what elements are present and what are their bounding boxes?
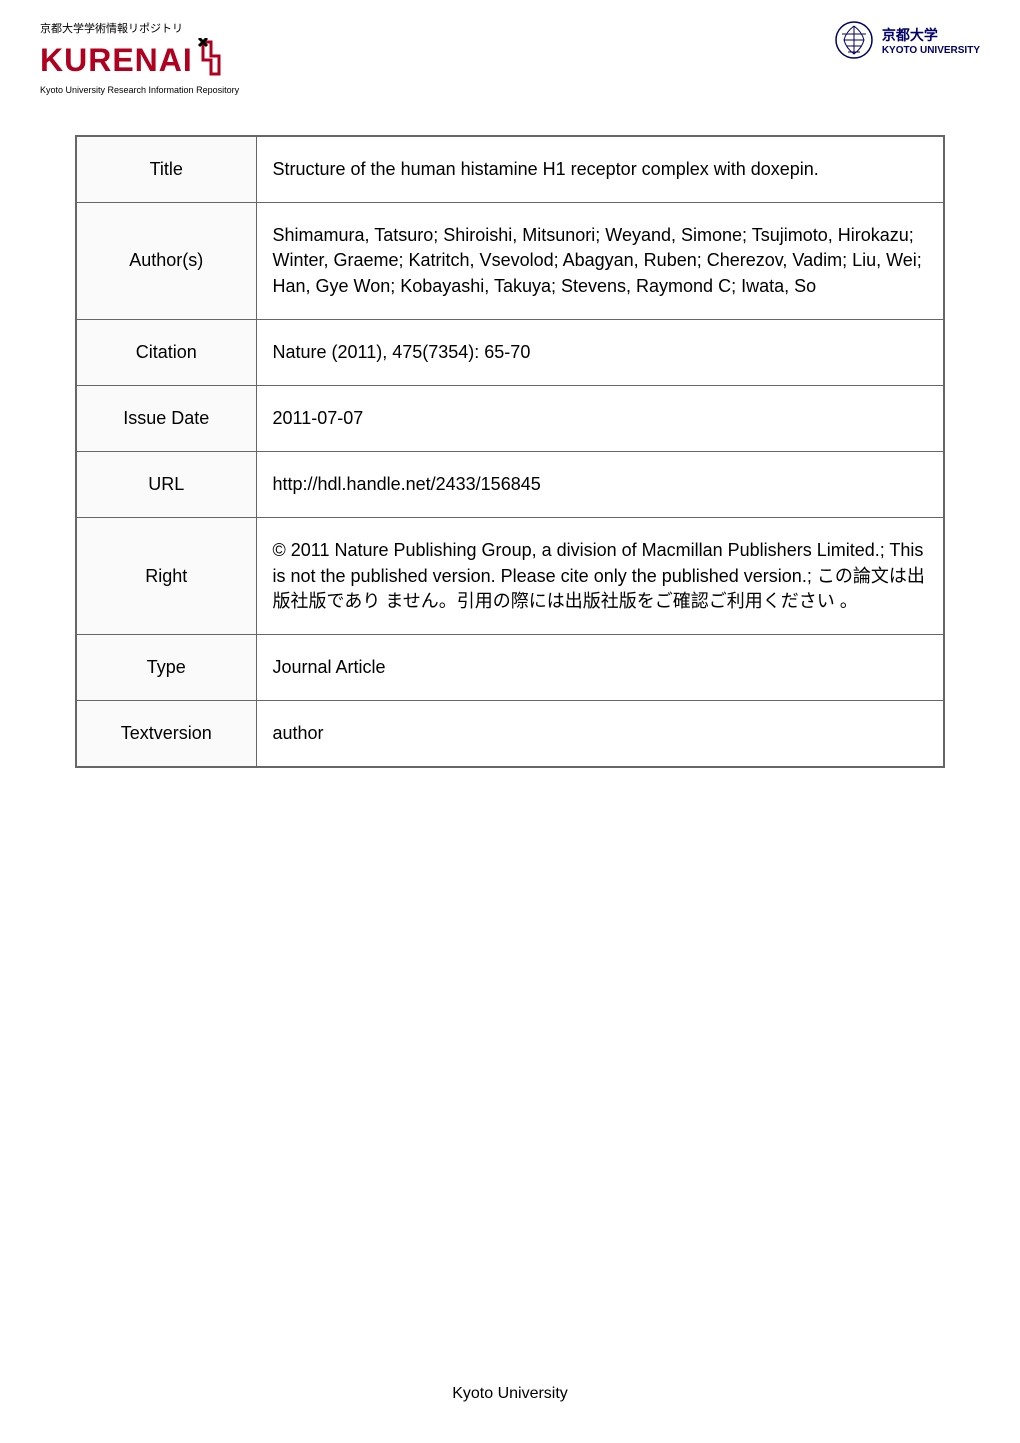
kurenai-wordmark: KURENAI <box>40 42 193 79</box>
value-type: Journal Article <box>256 634 944 700</box>
kurenai-main-row: KURENAI <box>40 38 239 83</box>
value-issue-date: 2011-07-07 <box>256 385 944 451</box>
metadata-table-body: Title Structure of the human histamine H… <box>76 136 944 767</box>
kyoto-univ-jp-text: 京都大学 <box>882 25 980 45</box>
table-row: Type Journal Article <box>76 634 944 700</box>
label-issue-date: Issue Date <box>76 385 256 451</box>
kurenai-sub-text: Kyoto University Research Information Re… <box>40 85 239 95</box>
page-footer: Kyoto University <box>0 1385 1020 1403</box>
label-authors: Author(s) <box>76 203 256 320</box>
value-textversion: author <box>256 701 944 768</box>
value-title: Structure of the human histamine H1 rece… <box>256 136 944 203</box>
label-url: URL <box>76 452 256 518</box>
label-textversion: Textversion <box>76 701 256 768</box>
value-url: http://hdl.handle.net/2433/156845 <box>256 452 944 518</box>
label-right: Right <box>76 518 256 635</box>
table-row: Textversion author <box>76 701 944 768</box>
value-authors: Shimamura, Tatsuro; Shiroishi, Mitsunori… <box>256 203 944 320</box>
kurenai-jp-text: 京都大学学術情報リポジトリ <box>40 20 239 36</box>
table-row: Issue Date 2011-07-07 <box>76 385 944 451</box>
kurenai-icon <box>197 38 225 83</box>
label-title: Title <box>76 136 256 203</box>
label-citation: Citation <box>76 319 256 385</box>
kyoto-univ-text-block: 京都大学 KYOTO UNIVERSITY <box>882 25 980 56</box>
table-row: URL http://hdl.handle.net/2433/156845 <box>76 452 944 518</box>
value-citation: Nature (2011), 475(7354): 65-70 <box>256 319 944 385</box>
kyoto-univ-logo-block: 京都大学 KYOTO UNIVERSITY <box>834 20 980 60</box>
metadata-table: Title Structure of the human histamine H… <box>75 135 945 768</box>
kyoto-univ-emblem-icon <box>834 20 874 60</box>
label-type: Type <box>76 634 256 700</box>
table-row: Title Structure of the human histamine H… <box>76 136 944 203</box>
table-row: Author(s) Shimamura, Tatsuro; Shiroishi,… <box>76 203 944 320</box>
table-row: Citation Nature (2011), 475(7354): 65-70 <box>76 319 944 385</box>
value-right: © 2011 Nature Publishing Group, a divisi… <box>256 518 944 635</box>
kurenai-logo-block: 京都大学学術情報リポジトリ KURENAI Kyoto University R… <box>40 20 239 95</box>
kyoto-univ-en-text: KYOTO UNIVERSITY <box>882 45 980 56</box>
page-header: 京都大学学術情報リポジトリ KURENAI Kyoto University R… <box>0 0 1020 105</box>
table-row: Right © 2011 Nature Publishing Group, a … <box>76 518 944 635</box>
